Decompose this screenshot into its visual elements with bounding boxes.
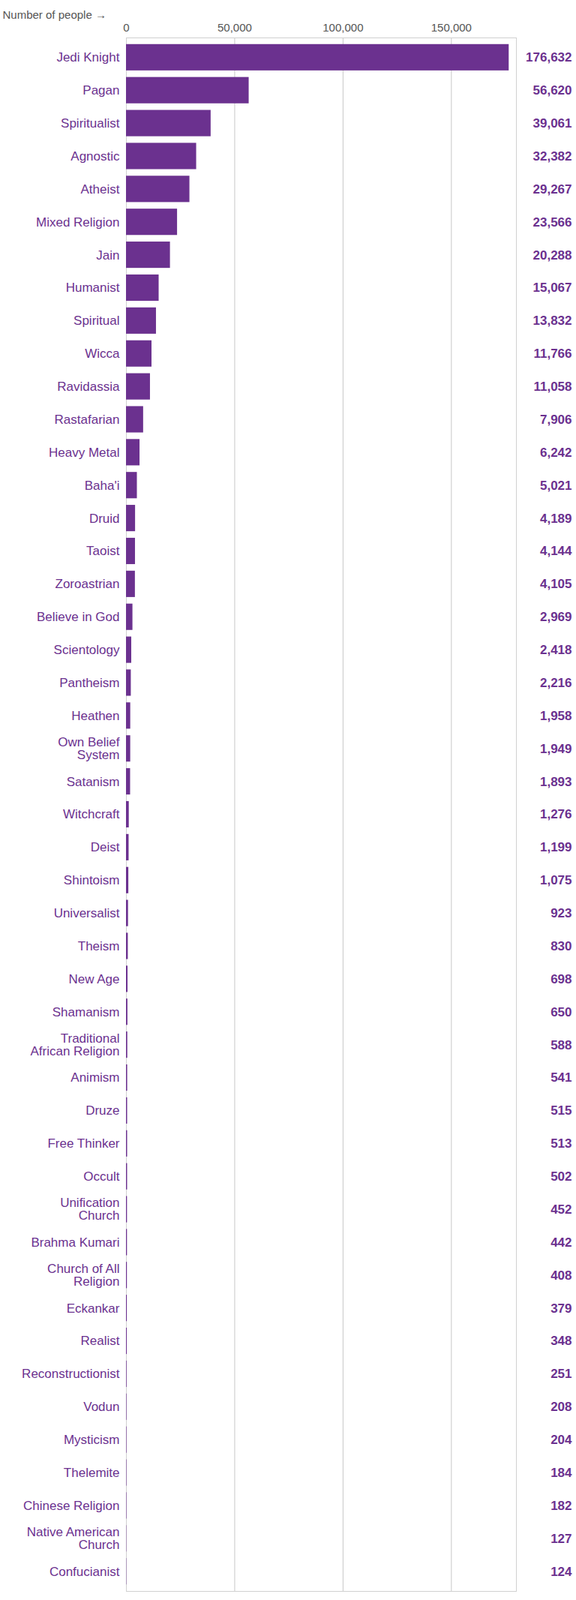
- svg-text:6,242: 6,242: [540, 445, 573, 460]
- svg-text:Believe in God: Believe in God: [36, 609, 120, 624]
- svg-text:502: 502: [550, 1169, 572, 1184]
- svg-text:Witchcraft: Witchcraft: [63, 807, 120, 822]
- svg-text:23,566: 23,566: [533, 215, 573, 230]
- svg-text:124: 124: [550, 1564, 573, 1579]
- svg-text:830: 830: [550, 939, 572, 954]
- svg-text:541: 541: [550, 1070, 572, 1085]
- svg-text:176,632: 176,632: [525, 50, 572, 65]
- svg-text:Baha'i: Baha'i: [84, 478, 120, 493]
- svg-text:1,276: 1,276: [540, 807, 573, 822]
- svg-text:1,199: 1,199: [540, 840, 573, 855]
- svg-text:20,288: 20,288: [533, 248, 573, 263]
- svg-text:Eckankar: Eckankar: [66, 1301, 120, 1316]
- svg-text:32,382: 32,382: [533, 149, 573, 164]
- svg-text:TraditionalAfrican Religion: TraditionalAfrican Religion: [30, 1031, 120, 1059]
- svg-text:Church of AllReligion: Church of AllReligion: [47, 1261, 120, 1289]
- svg-text:Satanism: Satanism: [66, 774, 120, 789]
- svg-text:39,061: 39,061: [533, 116, 573, 131]
- svg-text:Theism: Theism: [78, 939, 120, 954]
- svg-text:251: 251: [550, 1366, 572, 1381]
- svg-text:Druze: Druze: [85, 1103, 120, 1118]
- svg-text:208: 208: [550, 1399, 572, 1414]
- svg-text:Thelemite: Thelemite: [63, 1465, 120, 1480]
- svg-text:Ravidassia: Ravidassia: [57, 379, 120, 394]
- svg-text:Humanist: Humanist: [66, 280, 120, 295]
- svg-text:Zoroastrian: Zoroastrian: [55, 576, 120, 591]
- svg-text:442: 442: [550, 1235, 572, 1250]
- svg-text:452: 452: [550, 1202, 572, 1217]
- svg-text:1,075: 1,075: [540, 873, 573, 888]
- svg-text:2,216: 2,216: [540, 675, 573, 690]
- svg-text:Own BeliefSystem: Own BeliefSystem: [57, 735, 120, 762]
- svg-text:Confucianist: Confucianist: [49, 1564, 120, 1579]
- svg-text:Agnostic: Agnostic: [70, 149, 120, 164]
- svg-text:Pagan: Pagan: [82, 83, 120, 98]
- svg-text:Mixed Religion: Mixed Religion: [36, 215, 120, 230]
- svg-text:Deist: Deist: [90, 840, 120, 855]
- svg-text:513: 513: [550, 1136, 572, 1151]
- svg-text:Reconstructionist: Reconstructionist: [21, 1366, 120, 1381]
- svg-text:184: 184: [550, 1465, 573, 1480]
- svg-text:Atheist: Atheist: [81, 182, 120, 197]
- svg-text:56,620: 56,620: [533, 83, 573, 98]
- svg-text:13,832: 13,832: [533, 313, 573, 328]
- svg-text:698: 698: [550, 972, 572, 987]
- svg-text:Jedi Knight: Jedi Knight: [56, 50, 120, 65]
- svg-text:1,893: 1,893: [540, 774, 573, 789]
- svg-text:1,958: 1,958: [540, 708, 573, 723]
- svg-text:11,766: 11,766: [533, 346, 572, 361]
- svg-text:Chinese Religion: Chinese Religion: [23, 1498, 120, 1513]
- svg-text:29,267: 29,267: [533, 182, 573, 197]
- svg-text:588: 588: [550, 1038, 572, 1053]
- svg-text:7,906: 7,906: [540, 412, 573, 427]
- svg-text:Number of people →: Number of people →: [3, 8, 107, 21]
- svg-text:Shintoism: Shintoism: [63, 873, 120, 888]
- svg-text:100,000: 100,000: [322, 21, 363, 34]
- svg-text:923: 923: [550, 906, 572, 921]
- svg-text:Brahma Kumari: Brahma Kumari: [30, 1235, 120, 1250]
- svg-text:Vodun: Vodun: [83, 1399, 120, 1414]
- svg-text:Animism: Animism: [70, 1070, 120, 1085]
- svg-text:Jain: Jain: [96, 248, 120, 263]
- svg-text:Pantheism: Pantheism: [59, 675, 120, 690]
- svg-text:Realist: Realist: [81, 1333, 120, 1348]
- svg-text:348: 348: [550, 1333, 572, 1348]
- svg-text:150,000: 150,000: [431, 21, 472, 34]
- svg-text:50,000: 50,000: [217, 21, 252, 34]
- svg-text:1,949: 1,949: [540, 741, 573, 756]
- svg-text:Scientology: Scientology: [54, 642, 120, 657]
- svg-text:Universalist: Universalist: [54, 906, 120, 921]
- svg-text:New Age: New Age: [68, 972, 120, 987]
- svg-text:650: 650: [550, 1005, 572, 1020]
- svg-text:2,969: 2,969: [540, 609, 573, 624]
- svg-text:Heathen: Heathen: [71, 708, 120, 723]
- svg-text:408: 408: [550, 1268, 572, 1283]
- svg-text:Rastafarian: Rastafarian: [54, 412, 120, 427]
- svg-text:127: 127: [550, 1531, 572, 1546]
- svg-text:515: 515: [550, 1103, 572, 1118]
- svg-text:Heavy Metal: Heavy Metal: [48, 445, 120, 460]
- svg-text:Mysticism: Mysticism: [63, 1432, 120, 1447]
- svg-text:Wicca: Wicca: [84, 346, 120, 361]
- svg-text:4,189: 4,189: [540, 511, 573, 526]
- svg-text:2,418: 2,418: [540, 642, 573, 657]
- svg-text:Occult: Occult: [83, 1169, 120, 1184]
- svg-text:Spiritualist: Spiritualist: [60, 116, 120, 131]
- svg-text:11,058: 11,058: [533, 379, 572, 394]
- svg-text:UnificationChurch: UnificationChurch: [60, 1195, 120, 1223]
- svg-text:Spiritual: Spiritual: [73, 313, 120, 328]
- svg-text:Druid: Druid: [89, 511, 120, 526]
- svg-text:15,067: 15,067: [533, 280, 573, 295]
- svg-text:Shamanism: Shamanism: [52, 1005, 120, 1020]
- svg-text:5,021: 5,021: [540, 478, 573, 493]
- svg-text:379: 379: [550, 1301, 572, 1316]
- svg-text:Free Thinker: Free Thinker: [47, 1136, 120, 1151]
- svg-text:0: 0: [123, 21, 129, 34]
- svg-text:Native AmericanChurch: Native AmericanChurch: [27, 1524, 120, 1552]
- svg-text:Taoist: Taoist: [86, 543, 120, 558]
- svg-text:182: 182: [550, 1498, 572, 1513]
- svg-text:4,144: 4,144: [540, 543, 573, 558]
- svg-text:4,105: 4,105: [540, 576, 573, 591]
- svg-text:204: 204: [550, 1432, 573, 1447]
